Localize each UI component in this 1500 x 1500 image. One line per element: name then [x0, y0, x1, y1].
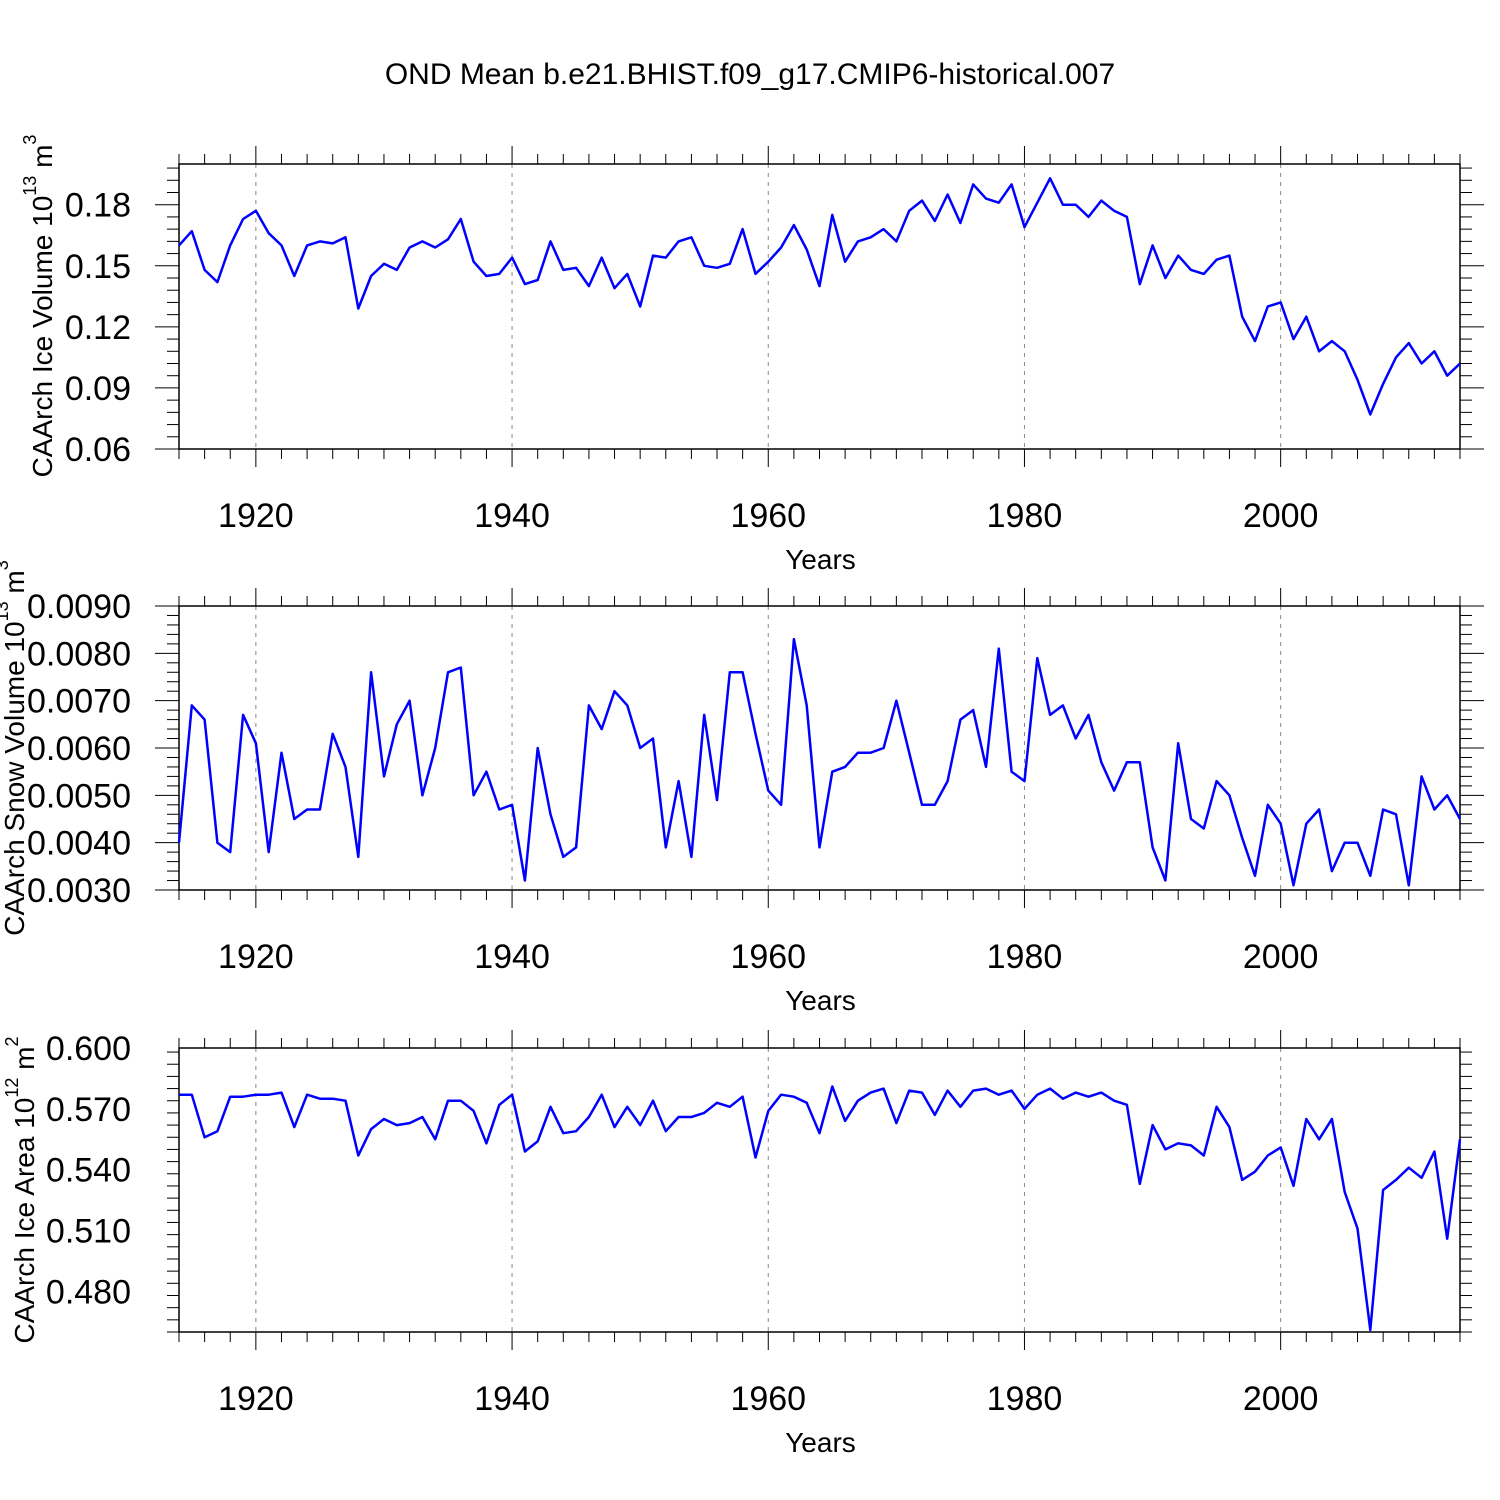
- ice-area-xtick-label-1940: 1940: [474, 1380, 550, 1418]
- panel-ice-area: 1920 1940 1960 1980 2000 0.480 0.510 0.540 0.570…: [2, 1030, 1472, 1458]
- snow-volume-frame: [178, 605, 1461, 891]
- ice-volume-xtick-label-2000: 2000: [1243, 497, 1319, 535]
- ice-area-xtick-label-1980: 1980: [987, 1380, 1063, 1418]
- ice-volume-x-axis-title: Years: [785, 544, 856, 575]
- ice-volume-ytick-label: 0.15: [65, 248, 131, 286]
- ice-volume-xtick-label-1940: 1940: [474, 497, 550, 535]
- ice-volume-ytick-label: 0.12: [65, 309, 131, 347]
- snow-volume-xtick-label-1960: 1960: [730, 938, 806, 976]
- ice-area-ytick-label: 0.570: [46, 1091, 131, 1129]
- ice-volume-ytick-label: 0.06: [65, 431, 131, 469]
- snow-volume-x-axis-title: Years: [785, 985, 856, 1016]
- snow-volume-ytick-label: 0.0040: [27, 825, 131, 863]
- ice-volume-xtick-label-1920: 1920: [218, 497, 294, 535]
- snow-volume-xtick-label-1920: 1920: [218, 938, 294, 976]
- snow-volume-ytick-label: 0.0050: [27, 777, 131, 815]
- ice-area-xtick-label-1920: 1920: [218, 1380, 294, 1418]
- snow-volume-ytick-label: 0.0090: [27, 588, 131, 626]
- ice-volume-frame: [178, 163, 1461, 450]
- snow-volume-xtick-label-1940: 1940: [474, 938, 550, 976]
- ice-area-ytick-label: 0.510: [46, 1213, 131, 1251]
- ice-volume-ytick-label: 0.18: [65, 187, 131, 225]
- ice-area-x-axis-title: Years: [785, 1427, 856, 1458]
- snow-volume-series-line: [177, 637, 1462, 887]
- ice-area-xtick-label-2000: 2000: [1243, 1380, 1319, 1418]
- snow-volume-ytick-label: 0.0080: [27, 635, 131, 673]
- ice-volume-xtick-label-1960: 1960: [730, 497, 806, 535]
- panel-ice-volume: 1920 1940 1960 1980 2000 0.06 0.09 0.12 0.15 0.18…: [20, 135, 1484, 575]
- snow-volume-ytick-label: 0.0030: [27, 872, 131, 910]
- ice-volume-series-line: [178, 177, 1461, 416]
- ice-area-frame: [178, 1047, 1461, 1333]
- snow-volume-y-axis-title: CAArch Snow Volume 1013 m3: [0, 560, 30, 936]
- snow-volume-ytick-label: 0.0060: [27, 730, 131, 768]
- ice-area-series-line: [179, 1085, 1462, 1332]
- snow-volume-xtick-label-1980: 1980: [987, 938, 1063, 976]
- ice-volume-xtick-label-1980: 1980: [987, 497, 1063, 535]
- ice-area-ytick-label: 0.480: [46, 1273, 131, 1311]
- panel-snow-volume: 1920 1940 1960 1980 2000 0.0030 0.0040 0.0050 0.…: [0, 560, 1484, 1016]
- ice-volume-y-axis-title: CAArch Ice Volume 1013 m3: [20, 135, 58, 478]
- ice-area-xtick-label-1960: 1960: [730, 1380, 806, 1418]
- snow-volume-ytick-label: 0.0070: [27, 683, 131, 721]
- chart-title: OND Mean b.e21.BHIST.f09_g17.CMIP6-histo…: [384, 58, 1116, 91]
- ice-area-y-axis-title: CAArch Ice Area 1012 m2: [2, 1036, 40, 1343]
- ice-volume-ytick-label: 0.09: [65, 370, 131, 408]
- ice-area-ytick-label: 0.600: [46, 1030, 131, 1068]
- snow-volume-xtick-label-2000: 2000: [1243, 938, 1319, 976]
- ice-area-ytick-label: 0.540: [46, 1152, 131, 1190]
